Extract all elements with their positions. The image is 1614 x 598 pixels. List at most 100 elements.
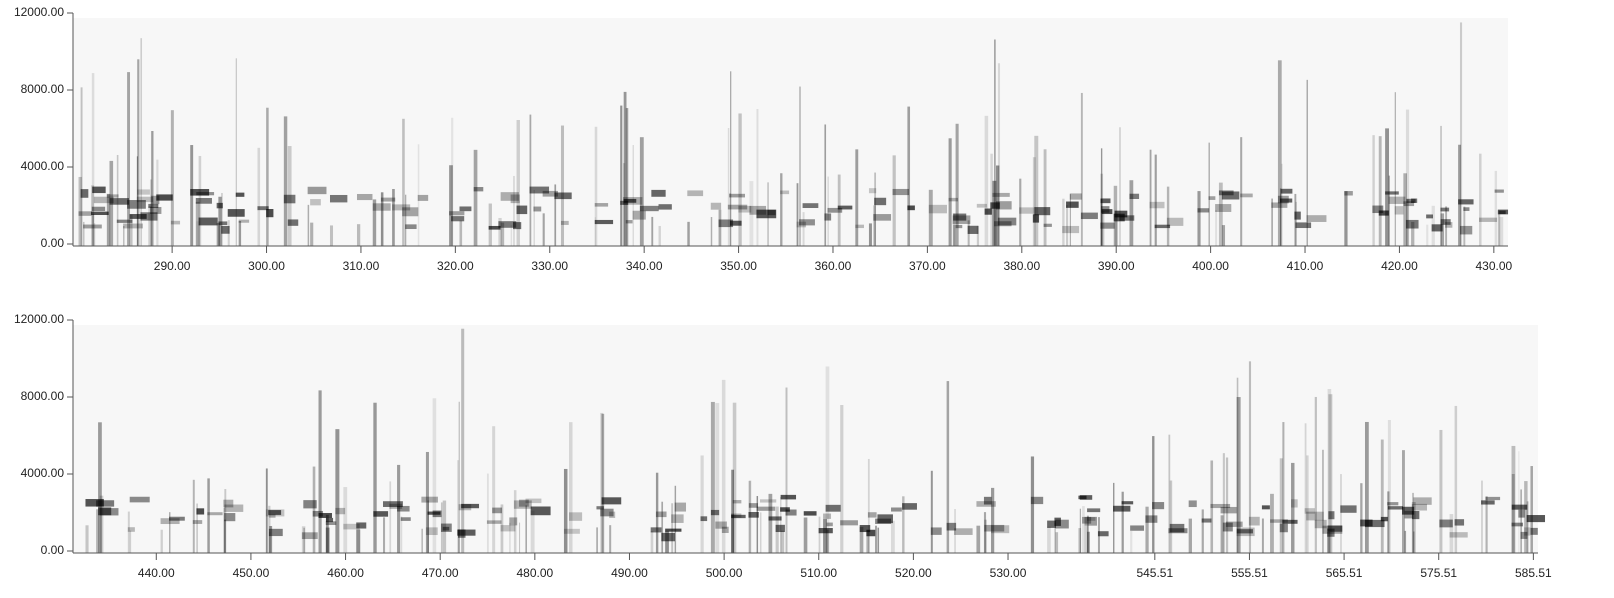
spectrogram-texture [1405,109,1410,246]
spectrogram-texture [827,207,843,213]
spectrogram-texture [373,402,377,553]
spectrogram-texture [780,507,790,512]
spectrogram-texture [1221,191,1240,200]
spectrogram-texture [473,187,484,192]
spectrogram-texture [525,498,542,504]
spectrogram-texture [218,221,228,226]
spectrogram-texture [1526,515,1546,523]
spectrogram-texture [1440,207,1450,212]
spectrogram-texture [1201,509,1204,553]
spectrogram-texture [1154,224,1171,229]
spectrogram-texture [1413,497,1432,505]
spectrogram-texture [803,517,808,553]
spectrogram-texture [397,505,410,512]
spectrogram-texture [1511,504,1528,510]
spectrogram-texture [500,192,519,201]
spectrogram-texture [729,193,746,198]
spectrogram-texture [457,529,476,536]
spectrogram-texture [785,387,788,553]
spectrogram-texture [99,508,119,516]
spectrogram-texture [500,222,505,246]
spectrogram-texture [596,506,604,510]
spectrogram-texture [1394,206,1404,215]
spectrogram-texture [1524,481,1528,553]
spectrogram-texture [1479,217,1498,222]
spectrogram-texture [796,221,807,228]
spectrogram-texture [268,505,271,553]
spectrogram-texture [1282,422,1285,553]
spectrogram-texture [594,217,596,246]
spectrogram-texture [1387,420,1391,553]
spectrogram-texture [1518,451,1520,553]
spectrogram-texture [224,513,236,522]
spectrogram-texture [976,225,980,246]
spectrogram-texture [768,516,782,521]
x-tick-label: 290.00 [154,259,191,273]
spectrogram-texture [868,188,877,194]
spectrogram-texture [405,194,407,246]
spectrogram-texture [425,451,429,553]
spectrogram-texture [930,527,942,535]
spectrogram-texture [283,116,288,246]
spectrogram-texture [1201,518,1212,523]
spectrogram-texture [710,401,715,553]
spectrogram-texture [1306,455,1309,553]
spectrogram-texture [1240,193,1253,198]
y-tick-label: 12000.00 [14,5,64,19]
spectrogram-texture [80,87,83,247]
spectrogram-texture [730,220,742,226]
spectrogram-texture [96,500,115,507]
spectrogram-texture [928,189,933,246]
spectrogram-texture [1497,210,1501,246]
spectrogram-texture [855,224,864,229]
spectrogram-texture [1328,394,1333,553]
spectrogram-texture [1454,519,1465,526]
spectrogram-texture [731,469,735,553]
spectrogram-texture [440,523,452,532]
spectrogram-texture [530,506,551,516]
spectrogram-texture [335,429,340,553]
spectrogram-texture [492,426,496,553]
spectrogram-texture [1100,198,1111,204]
spectrogram-texture [137,59,140,246]
spectrogram-texture [516,205,528,215]
spectrogram-texture [818,516,821,553]
spectrogram-texture [1129,180,1134,246]
spectrogram-texture [954,528,973,535]
y-tick-label: 8000.00 [21,82,65,96]
spectrogram-texture [459,206,472,212]
spectrogram-texture [1295,222,1312,229]
spectrogram-texture [902,496,905,553]
spectrogram-texture [1121,491,1124,553]
spectrogram-texture [92,214,95,246]
spectrogram-texture [768,493,773,553]
spectrogram-texture [1113,505,1131,512]
spectrogram-texture [356,522,367,529]
spectrogram-texture [563,528,580,534]
spectrogram-texture [946,522,957,531]
spectrogram-texture [1197,208,1210,213]
plot-area [73,18,1508,246]
spectrogram-texture [1445,206,1448,246]
spectrogram-texture [1378,136,1382,246]
spectrogram-texture [151,195,160,205]
spectrogram-texture [525,505,527,553]
spectrogram-texture [1458,199,1474,205]
spectrogram-texture [224,504,244,512]
spectrogram-texture [661,532,675,542]
spectrogram-texture [283,194,296,204]
spectrogram-texture [892,155,896,246]
spectrogram-texture [710,202,722,210]
spectrogram-texture [785,509,797,516]
spectrogram-texture [1087,508,1101,513]
spectrogram-texture [749,205,767,215]
spectrogram-texture [1034,135,1039,246]
spectrogram-texture [1440,219,1451,225]
spectrogram-texture [192,479,195,553]
spectrogram-texture [1511,445,1516,553]
spectrogram-texture [623,198,637,203]
spectrogram-texture [1114,210,1128,218]
spectrogram-texture [991,487,995,553]
spectrogram-texture [310,199,321,206]
